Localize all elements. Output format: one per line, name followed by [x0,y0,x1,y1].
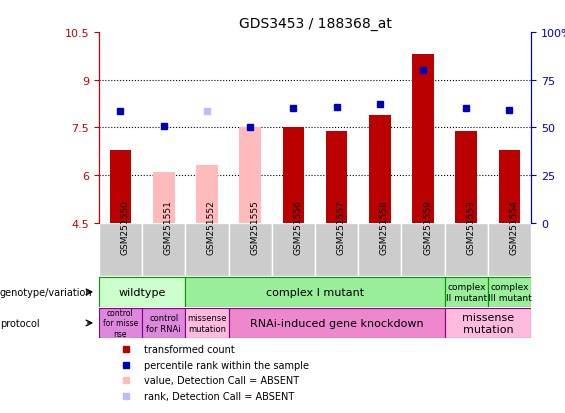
Bar [401,223,445,277]
Bar [228,308,445,338]
Bar [110,150,131,223]
Text: RNAi-induced gene knockdown: RNAi-induced gene knockdown [250,318,423,328]
Text: control
for RNAi: control for RNAi [146,313,181,333]
Text: GSM251557: GSM251557 [337,200,346,255]
Bar [99,308,142,338]
Text: value, Detection Call = ABSENT: value, Detection Call = ABSENT [144,375,299,385]
Bar [272,223,315,277]
Text: missense
mutation: missense mutation [462,312,514,334]
Text: transformed count: transformed count [144,344,235,354]
Bar [488,223,531,277]
Bar [488,278,531,307]
Bar [499,150,520,223]
Text: GSM251551: GSM251551 [164,200,173,255]
Text: GSM251550: GSM251550 [120,200,129,255]
Bar [445,308,531,338]
Bar [358,223,402,277]
Bar [185,278,445,307]
Text: percentile rank within the sample: percentile rank within the sample [144,360,309,370]
Text: GSM251553: GSM251553 [466,200,475,255]
Text: rank, Detection Call = ABSENT: rank, Detection Call = ABSENT [144,391,294,401]
Text: GSM251555: GSM251555 [250,200,259,255]
Bar [142,308,185,338]
Text: GSM251559: GSM251559 [423,200,432,255]
Bar [369,115,390,223]
Bar [185,308,228,338]
Text: complex I mutant: complex I mutant [266,287,364,297]
Text: GSM251558: GSM251558 [380,200,389,255]
Bar [412,55,434,223]
Text: complex
II mutant: complex II mutant [446,282,487,302]
Bar [455,131,477,223]
Bar [445,223,488,277]
Bar [240,128,261,223]
Text: GSM251554: GSM251554 [510,200,519,255]
Bar [326,131,347,223]
Text: genotype/variation: genotype/variation [0,287,93,297]
Text: GSM251552: GSM251552 [207,200,216,255]
Text: protocol: protocol [0,318,40,328]
Title: GDS3453 / 188368_at: GDS3453 / 188368_at [238,17,392,31]
Bar [315,223,358,277]
Text: wildtype: wildtype [119,287,166,297]
Text: complex
III mutant: complex III mutant [488,282,531,302]
Bar [153,172,175,223]
Bar [142,223,185,277]
Bar [99,223,142,277]
Bar [99,278,185,307]
Text: GSM251556: GSM251556 [293,200,302,255]
Text: control
for misse
nse: control for misse nse [103,309,138,338]
Bar [228,223,272,277]
Text: missense
mutation: missense mutation [187,313,227,333]
Bar [445,278,488,307]
Bar [282,128,304,223]
Bar [185,223,228,277]
Bar [196,166,218,223]
